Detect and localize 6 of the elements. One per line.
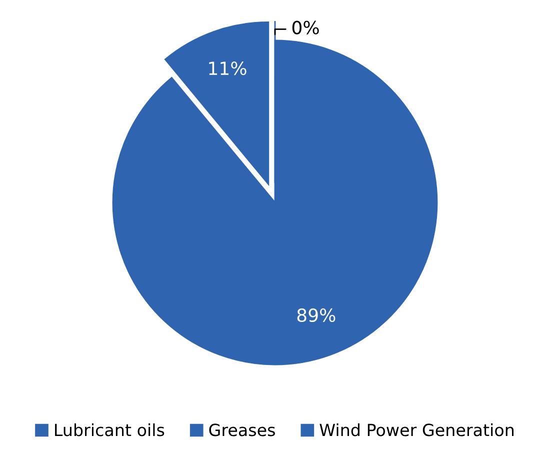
data-label: 89% (297, 308, 336, 322)
legend-label: Greases (209, 424, 275, 436)
data-label: 11% (209, 61, 246, 76)
legend-label: Lubricant oils (55, 423, 164, 436)
text: 0% (292, 20, 319, 34)
legend-label: Wind Power Generation (320, 423, 514, 436)
